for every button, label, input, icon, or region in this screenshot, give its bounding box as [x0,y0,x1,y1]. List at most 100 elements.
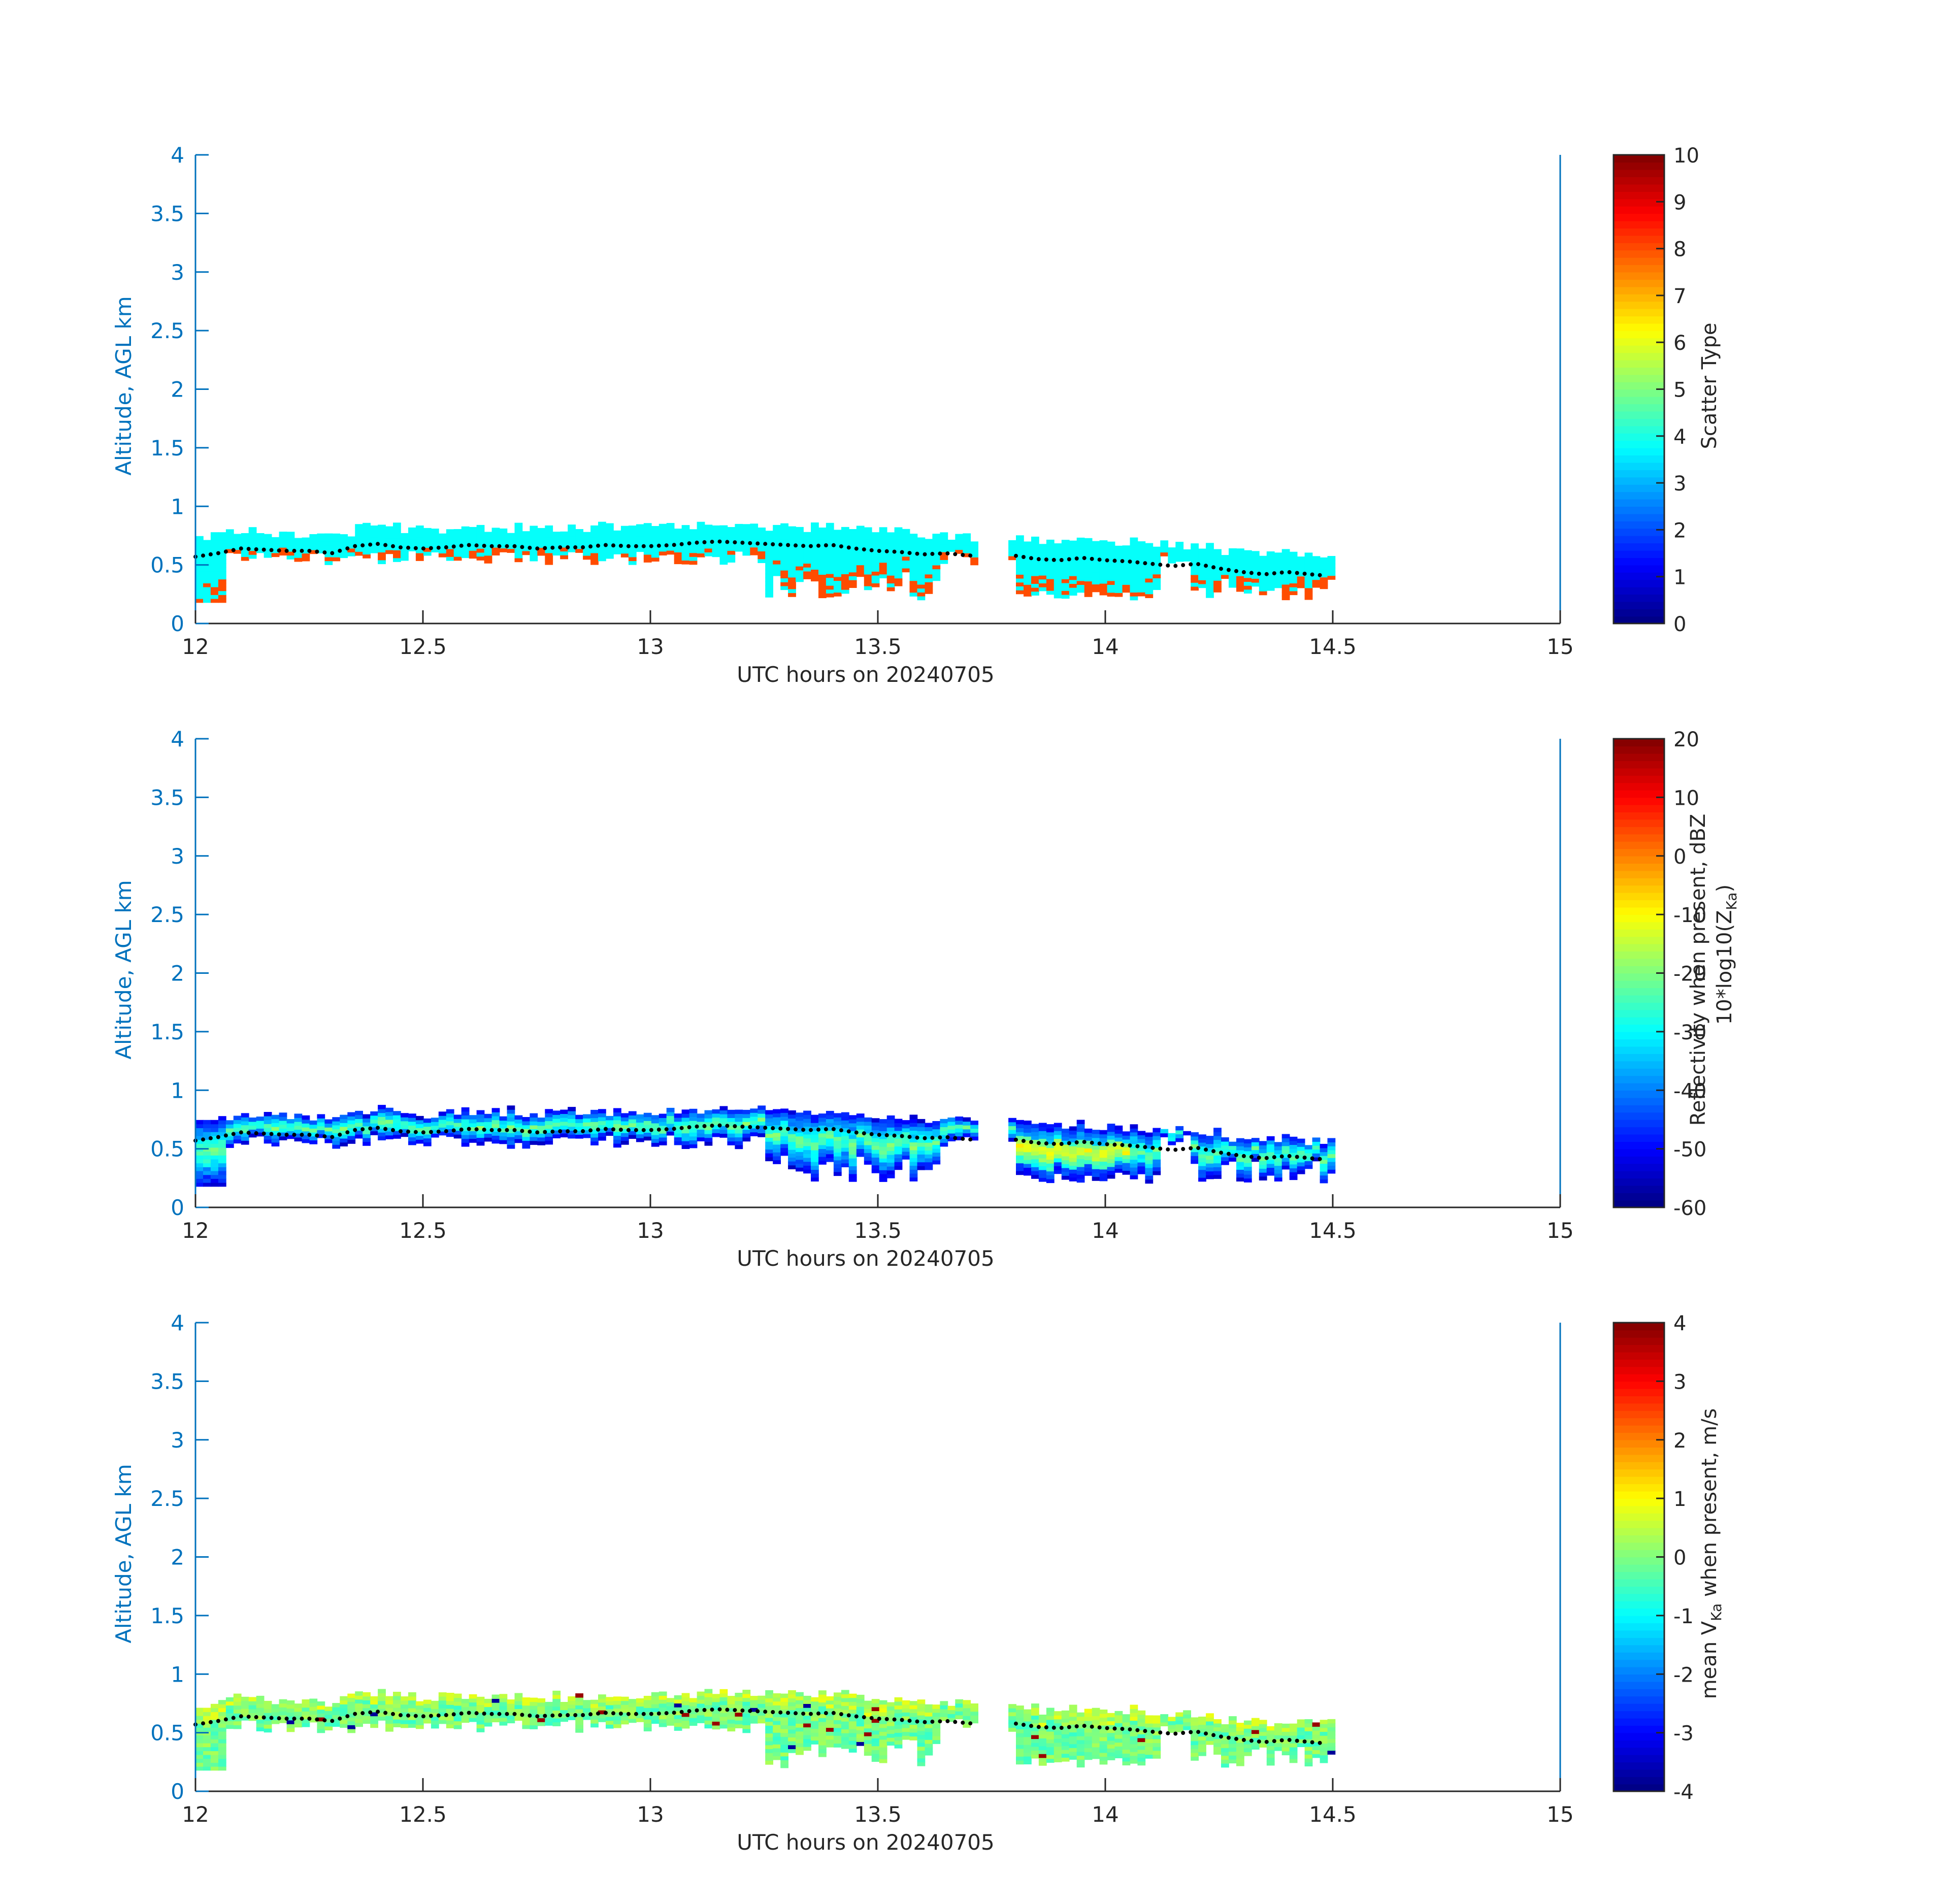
heatmap-cell [1061,1710,1070,1715]
heatmap-cell [294,1129,303,1134]
heatmap-cell [378,1117,386,1121]
heatmap-cell [796,1750,804,1755]
heatmap-cell [1031,1715,1039,1720]
heatmap-cell [1137,568,1146,573]
heatmap-cell [461,1711,470,1715]
cloud-top-dot [930,1719,935,1724]
heatmap-cell [765,1141,773,1146]
heatmap-cell [947,1121,956,1126]
heatmap-cell [925,589,933,594]
heatmap-cell [248,1121,257,1126]
heatmap-cell [925,1724,933,1728]
heatmap-cell [1175,1137,1184,1142]
cloud-top-dot [315,549,319,554]
heatmap-cell [453,544,462,549]
heatmap-cell [765,1721,773,1726]
heatmap-cell [355,1134,363,1139]
heatmap-cell [917,1738,926,1743]
heatmap-cell [1099,1157,1108,1162]
heatmap-cell [1046,1715,1055,1720]
heatmap-cell [195,1143,204,1148]
heatmap-cell [871,1169,880,1173]
heatmap-cell [1069,568,1077,572]
heatmap-cell [393,1703,401,1708]
heatmap-cell [1130,1712,1138,1717]
heatmap-cell [864,1153,872,1157]
heatmap-cell [1266,582,1275,587]
heatmap-cell [1031,1151,1039,1156]
heatmap-cell [1046,1132,1055,1136]
heatmap-cell [1281,565,1290,569]
heatmap-cell [848,533,857,538]
heatmap-cell [651,1131,660,1135]
heatmap-cell [1259,587,1267,592]
heatmap-cell [1304,1723,1313,1728]
heatmap-cell [796,554,804,559]
heatmap-cell [628,556,637,562]
heatmap-cell [1130,1128,1138,1133]
heatmap-cell [1289,1175,1298,1180]
heatmap-cell [1145,1723,1154,1728]
heatmap-cell [1175,545,1184,550]
heatmap-cell [324,553,333,557]
heatmap-cell [1038,1753,1047,1758]
cloud-top-dot [406,1713,410,1718]
heatmap-cell [826,1731,834,1736]
heatmap-cell [735,528,743,533]
heatmap-cell [1243,1732,1252,1737]
heatmap-cell [1320,1152,1328,1156]
heatmap-cell [415,1139,424,1144]
heatmap-cell [476,1114,485,1119]
heatmap-cell [385,526,393,531]
heatmap-cell [545,552,553,557]
heatmap-cell [590,561,599,565]
heatmap-cell [385,542,393,546]
heatmap-cell [1243,589,1252,594]
heatmap-cell [803,1110,811,1115]
heatmap-cell [666,1107,675,1112]
heatmap-cell [1274,572,1282,577]
heatmap-cell [1031,1124,1039,1128]
heatmap-cell [659,1137,667,1142]
heatmap-cell [1092,1731,1100,1736]
heatmap-cell [894,1130,903,1135]
heatmap-cell [363,1719,371,1724]
colorbar-segment [1614,594,1664,602]
heatmap-cell [818,1113,827,1118]
heatmap-cell [803,555,811,560]
heatmap-cell [545,525,553,530]
heatmap-cell [1259,583,1267,587]
heatmap-cell [1008,552,1016,556]
heatmap-cell [552,1110,561,1115]
heatmap-cell [1114,1153,1123,1157]
colorbar-segment [1614,250,1664,258]
heatmap-cell [225,1120,234,1125]
heatmap-cell [1076,537,1085,542]
heatmap-cell [811,1119,819,1123]
heatmap-cell [613,1115,621,1121]
heatmap-cell [1024,1152,1032,1156]
heatmap-cell [560,1702,568,1706]
heatmap-cell [742,1693,751,1698]
colorbar-segment [1614,1082,1664,1091]
heatmap-cell [902,1704,910,1709]
heatmap-cell [788,561,796,566]
heatmap-cell [1107,541,1115,546]
heatmap-cell [1153,585,1161,590]
heatmap-cell [620,534,629,538]
heatmap-cell [1175,549,1184,554]
heatmap-cell [947,540,956,544]
heatmap-cell [1229,1755,1237,1760]
heatmap-cell [1031,1135,1039,1140]
heatmap-cell [294,1121,303,1126]
heatmap-cell [241,541,249,545]
heatmap-cell [894,566,903,571]
heatmap-cell [1024,1159,1032,1164]
heatmap-cell [788,546,796,550]
heatmap-cell [1061,567,1070,572]
heatmap-cell [355,524,363,529]
heatmap-cell [203,1723,211,1728]
heatmap-cell [659,1703,667,1708]
cloud-top-dot [1264,1156,1269,1160]
heatmap-cell [1099,1130,1108,1135]
